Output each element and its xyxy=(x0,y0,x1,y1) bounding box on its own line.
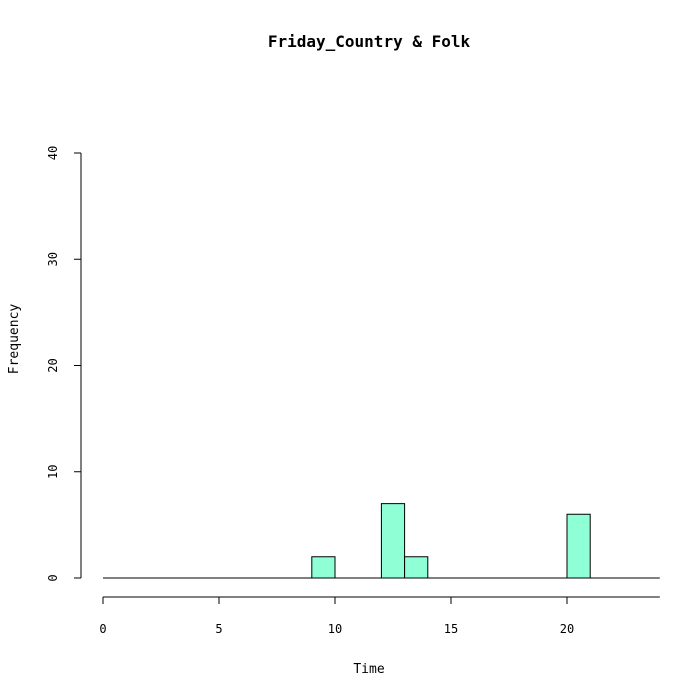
y-axis-label: Frequency xyxy=(7,304,22,375)
y-tick-label-2: 20 xyxy=(46,358,60,372)
x-axis: 0 5 10 15 20 xyxy=(99,596,660,636)
y-tick-label-4: 40 xyxy=(46,146,60,160)
x-tick-label-2: 10 xyxy=(328,622,342,636)
histogram-bar-2 xyxy=(404,556,429,579)
x-axis-label: Time xyxy=(353,662,384,677)
chart-title: Friday_Country & Folk xyxy=(268,32,471,51)
x-tick-label-4: 20 xyxy=(560,622,574,636)
x-tick-label-3: 15 xyxy=(444,622,458,636)
y-tick-label-0: 0 xyxy=(46,574,60,581)
x-tick-label-1: 5 xyxy=(215,622,222,636)
histogram-bar-1 xyxy=(380,503,406,579)
y-tick-label-1: 10 xyxy=(46,465,60,479)
histogram-bar-0 xyxy=(311,556,336,579)
bars-group xyxy=(311,503,591,579)
y-axis: 0 10 20 30 40 xyxy=(46,146,82,582)
y-tick-label-3: 30 xyxy=(46,252,60,266)
x-tick-label-0: 0 xyxy=(99,622,106,636)
histogram-bar-3 xyxy=(566,513,591,579)
